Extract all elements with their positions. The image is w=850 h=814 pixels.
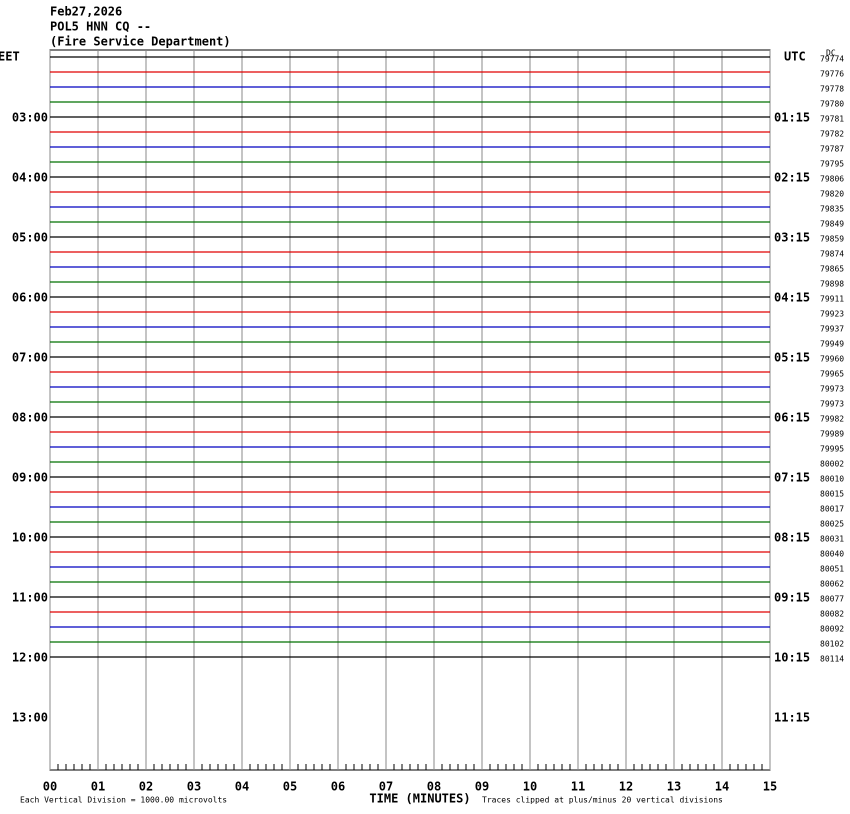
right-time-label: 07:15 (774, 471, 810, 485)
trace-count: 79787 (820, 145, 844, 154)
trace-count: 79835 (820, 205, 844, 214)
trace-count: 79774 (820, 55, 844, 64)
trace-count: 80114 (820, 655, 844, 664)
left-time-label: 09:00 (12, 471, 48, 485)
trace-count: 79898 (820, 280, 844, 289)
trace-count: 79849 (820, 220, 844, 229)
trace-count: 80077 (820, 595, 844, 604)
right-time-label: 09:15 (774, 591, 810, 605)
x-tick-label: 06 (331, 780, 345, 794)
trace-count: 80010 (820, 475, 844, 484)
x-tick-label: 09 (475, 780, 489, 794)
x-tick-label: 14 (715, 780, 729, 794)
left-time-label: 07:00 (12, 351, 48, 365)
x-tick-label: 02 (139, 780, 153, 794)
trace-count: 80102 (820, 640, 844, 649)
right-axis-title: UTC (784, 50, 806, 64)
trace-count: 80040 (820, 550, 844, 559)
x-tick-label: 07 (379, 780, 393, 794)
trace-count: 79973 (820, 385, 844, 394)
x-tick-label: 13 (667, 780, 681, 794)
right-time-label: 11:15 (774, 711, 810, 725)
trace-count: 80062 (820, 580, 844, 589)
trace-count: 80082 (820, 610, 844, 619)
trace-count: 79960 (820, 355, 844, 364)
trace-count: 79782 (820, 130, 844, 139)
trace-count: 80002 (820, 460, 844, 469)
trace-count: 79874 (820, 250, 844, 259)
left-time-label: 05:00 (12, 231, 48, 245)
x-tick-label: 12 (619, 780, 633, 794)
right-time-label: 08:15 (774, 531, 810, 545)
trace-count: 79865 (820, 265, 844, 274)
count-header: DC (826, 49, 836, 58)
header-line: POL5 HNN CQ -- (50, 20, 151, 34)
right-time-label: 06:15 (774, 411, 810, 425)
trace-count: 79780 (820, 100, 844, 109)
left-time-label: 03:00 (12, 111, 48, 125)
left-axis-title: EET (0, 50, 20, 64)
x-tick-label: 15 (763, 780, 777, 794)
right-time-label: 04:15 (774, 291, 810, 305)
x-tick-label: 08 (427, 780, 441, 794)
trace-count: 79973 (820, 400, 844, 409)
x-tick-label: 11 (571, 780, 585, 794)
trace-count: 79859 (820, 235, 844, 244)
trace-count: 80025 (820, 520, 844, 529)
trace-count: 79781 (820, 115, 844, 124)
x-tick-label: 00 (43, 780, 57, 794)
x-axis-title: TIME (MINUTES) (369, 792, 470, 806)
trace-count: 80017 (820, 505, 844, 514)
trace-count: 79937 (820, 325, 844, 334)
x-tick-label: 01 (91, 780, 105, 794)
left-time-label: 10:00 (12, 531, 48, 545)
x-tick-label: 04 (235, 780, 249, 794)
trace-count: 79795 (820, 160, 844, 169)
trace-count: 79949 (820, 340, 844, 349)
trace-count: 79820 (820, 190, 844, 199)
trace-count: 80031 (820, 535, 844, 544)
x-tick-label: 03 (187, 780, 201, 794)
left-time-label: 06:00 (12, 291, 48, 305)
plot-frame (49, 49, 771, 771)
left-time-label: 08:00 (12, 411, 48, 425)
trace-count: 79806 (820, 175, 844, 184)
trace-count: 80015 (820, 490, 844, 499)
trace-count: 79982 (820, 415, 844, 424)
right-time-label: 01:15 (774, 111, 810, 125)
x-tick-label: 10 (523, 780, 537, 794)
left-time-label: 13:00 (12, 711, 48, 725)
trace-count: 80051 (820, 565, 844, 574)
trace-count: 79965 (820, 370, 844, 379)
trace-count: 79989 (820, 430, 844, 439)
trace-count: 79923 (820, 310, 844, 319)
trace-count: 79995 (820, 445, 844, 454)
left-time-label: 11:00 (12, 591, 48, 605)
header-line: (Fire Service Department) (50, 35, 231, 49)
header-line: Feb27,2026 (50, 5, 122, 19)
right-time-label: 03:15 (774, 231, 810, 245)
trace-count: 79911 (820, 295, 844, 304)
right-time-label: 05:15 (774, 351, 810, 365)
footer-right: Traces clipped at plus/minus 20 vertical… (482, 796, 723, 805)
trace-count: 79776 (820, 70, 844, 79)
right-time-label: 10:15 (774, 651, 810, 665)
trace-count: 80092 (820, 625, 844, 634)
x-tick-label: 05 (283, 780, 297, 794)
trace-count: 79778 (820, 85, 844, 94)
right-time-label: 02:15 (774, 171, 810, 185)
footer-left: Each Vertical Division = 1000.00 microvo… (20, 796, 227, 805)
left-time-label: 12:00 (12, 651, 48, 665)
left-time-label: 04:00 (12, 171, 48, 185)
